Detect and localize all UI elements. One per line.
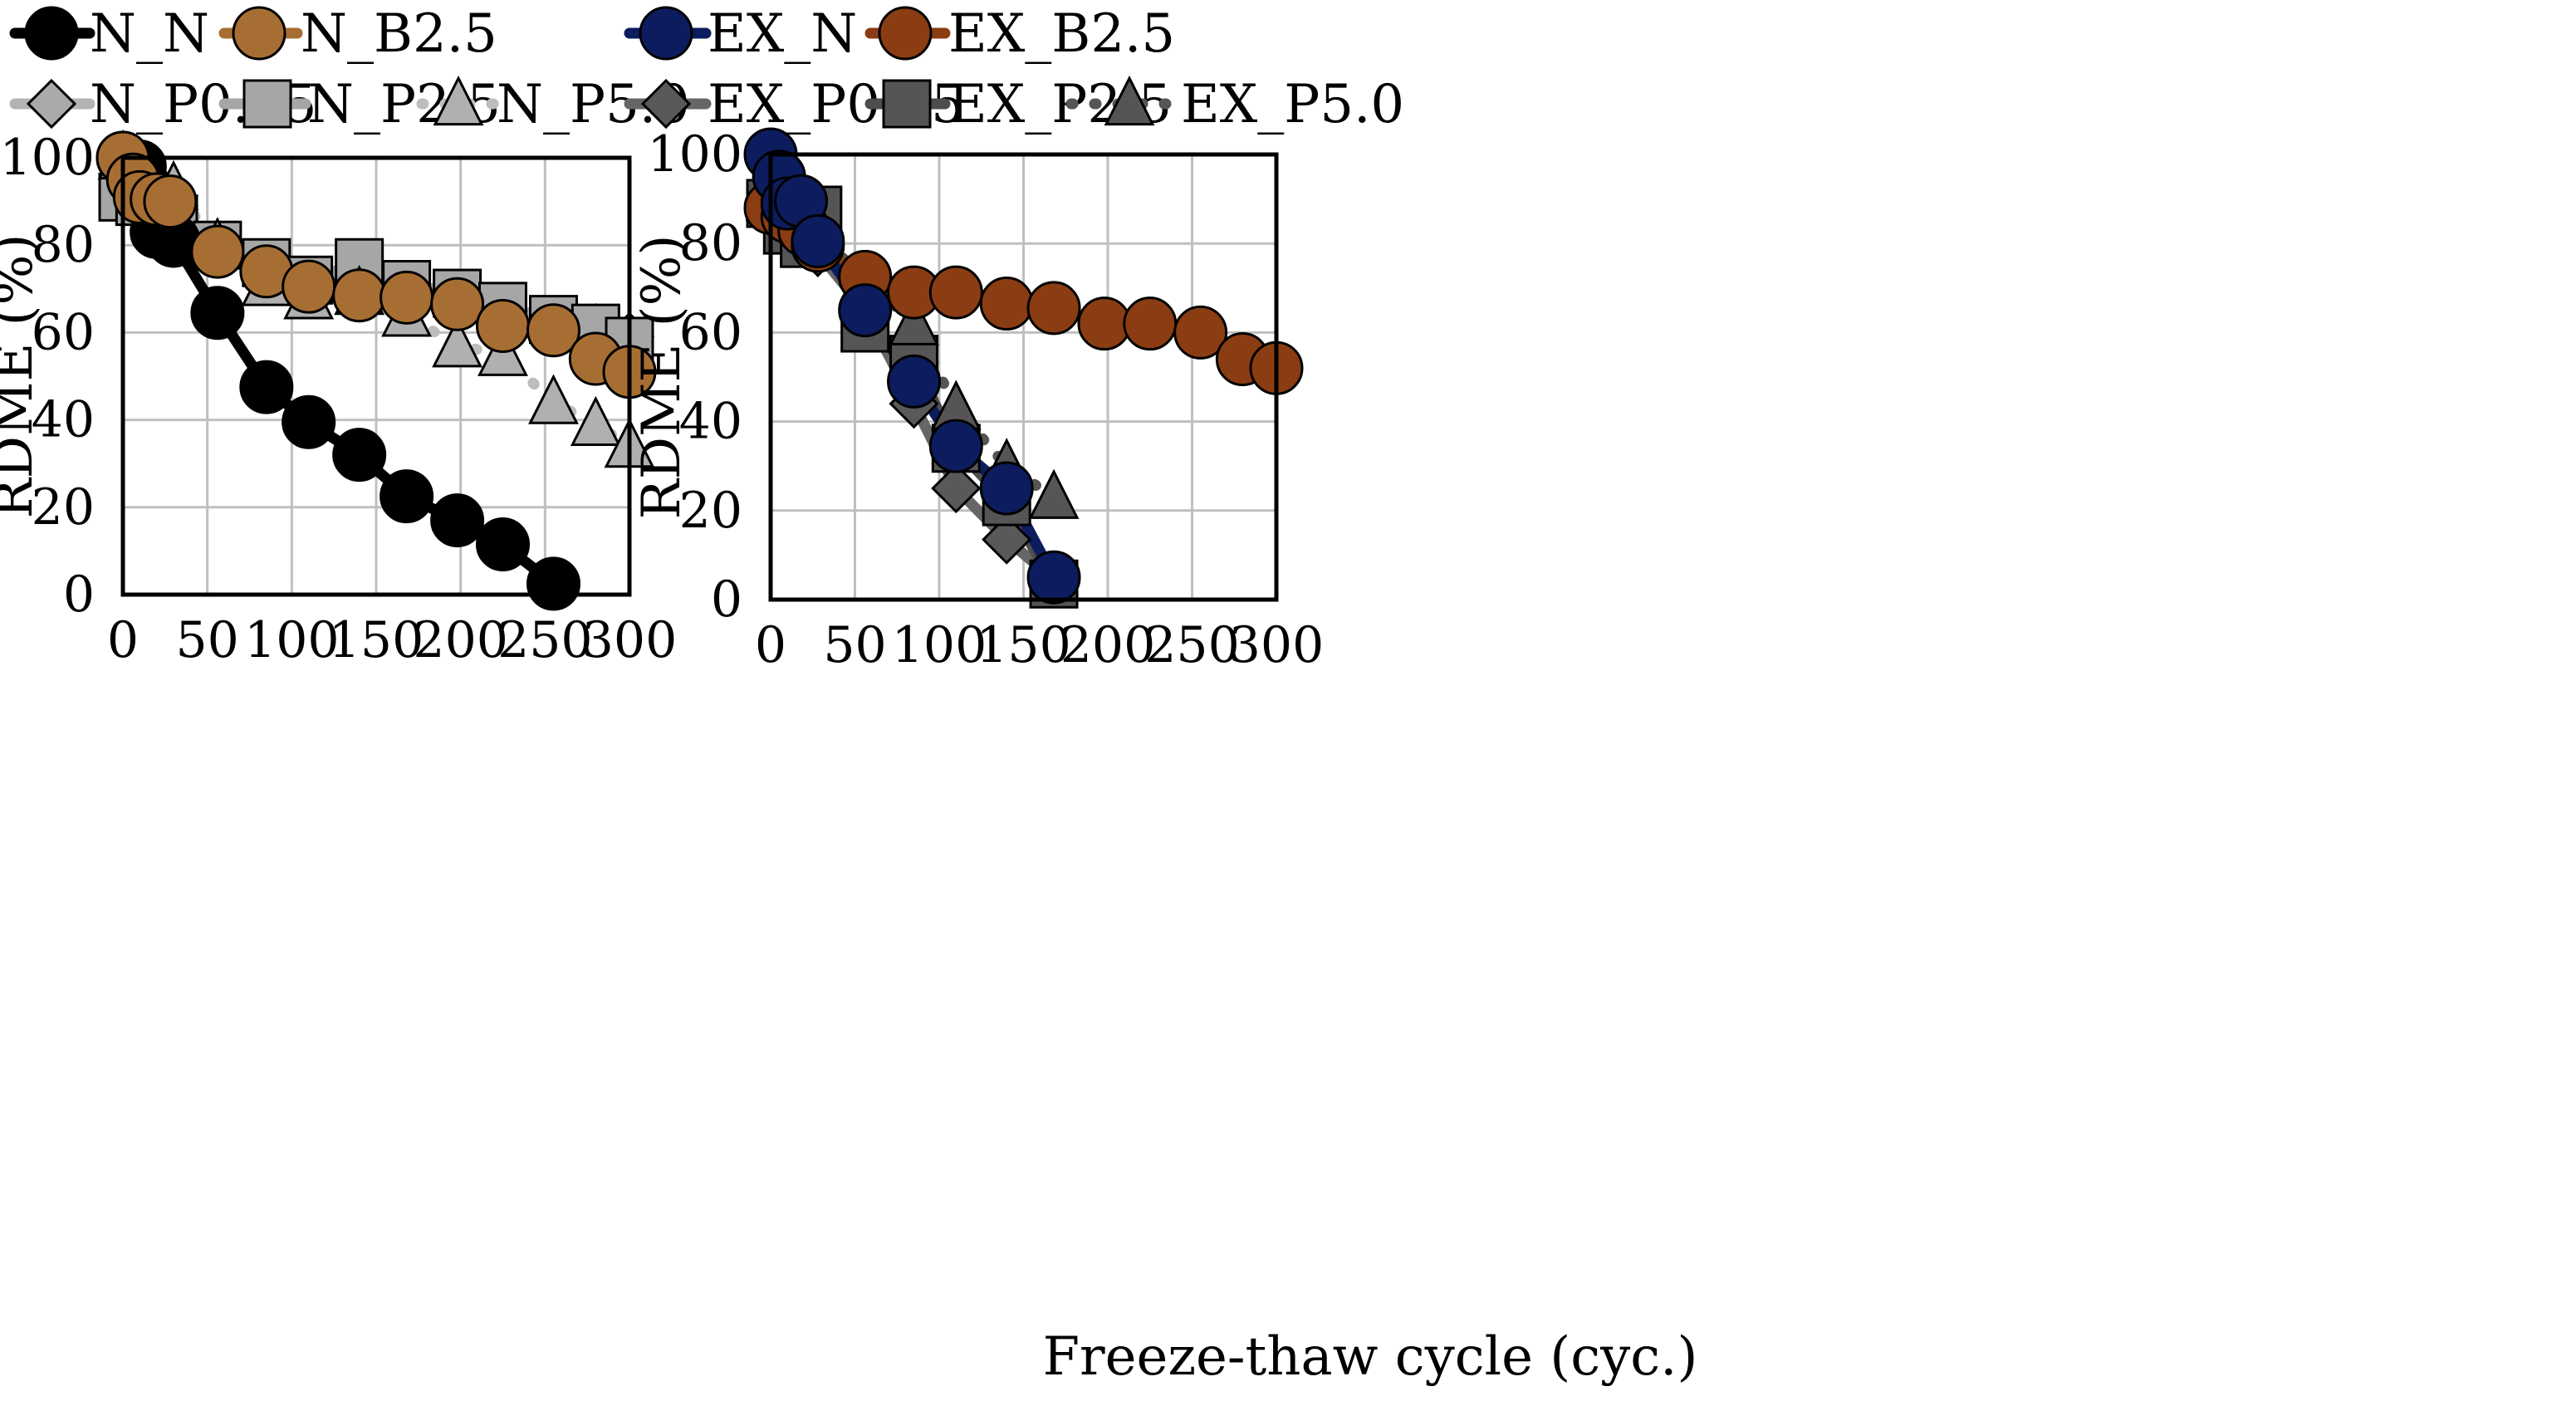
data-point-EX_B2.5-8 xyxy=(1026,281,1081,336)
legend-label-EX_N: EX_N xyxy=(708,3,857,65)
data-point-EX_B2.5-7 xyxy=(979,277,1034,331)
legend-marker-EX_P0.75 xyxy=(640,78,692,130)
y-tick-label-right-20: 20 xyxy=(679,482,742,540)
legend-item-N_N: N_N xyxy=(9,3,209,65)
legend-marker-EX_B2.5 xyxy=(878,6,933,61)
data-point-EX_B2.5-9 xyxy=(1077,296,1132,351)
y-tick-label-right-0: 0 xyxy=(711,571,742,629)
legend-item-EX_P5.0: EX_P5.0 xyxy=(1065,74,1404,135)
legend-marker-N_B2.5 xyxy=(232,6,286,61)
y-tick-label-left-60: 60 xyxy=(32,303,95,361)
x-tick-label-left-300: 300 xyxy=(582,611,678,669)
data-point-EX_P5.0-5 xyxy=(889,295,939,345)
y-tick-label-right-80: 80 xyxy=(679,214,742,272)
data-point-N_P5.0-11 xyxy=(528,374,579,424)
x-tick-label-left-0: 0 xyxy=(107,611,139,669)
data-point-EX_P5.0-8 xyxy=(1028,468,1080,519)
x-tick-label-right-100: 100 xyxy=(892,616,987,674)
legend-label-EX_P5.0: EX_P5.0 xyxy=(1181,74,1404,135)
legend-marker-N_P2.5 xyxy=(242,79,292,129)
legend-item-N_B2.5: N_B2.5 xyxy=(218,3,497,65)
data-point-N_N-8 xyxy=(380,469,434,524)
data-point-EX_P0.75-7 xyxy=(982,514,1032,565)
x-tick-label-right-200: 200 xyxy=(1060,616,1156,674)
x-tick-label-right-150: 150 xyxy=(976,616,1071,674)
x-tick-label-left-50: 50 xyxy=(175,611,238,669)
x-tick-label-left-100: 100 xyxy=(244,611,340,669)
data-point-N_B2.5-10 xyxy=(430,277,485,331)
data-point-N_P5.0-12 xyxy=(570,395,621,446)
data-point-N_N-4 xyxy=(190,286,245,340)
x-tick-label-left-150: 150 xyxy=(329,611,424,669)
data-point-N_N-11 xyxy=(526,556,580,611)
data-point-N_B2.5-9 xyxy=(380,270,434,325)
data-point-EX_N-7 xyxy=(928,419,983,473)
legend-marker-N_P0.75 xyxy=(26,78,77,130)
plot-frame-right xyxy=(768,152,1279,602)
data-point-EX_B2.5-6 xyxy=(928,265,983,320)
data-point-N_N-10 xyxy=(476,517,530,572)
x-tick-label-right-300: 300 xyxy=(1229,616,1325,674)
plot-frame-left xyxy=(120,155,632,597)
data-point-EX_N-8 xyxy=(979,461,1034,516)
data-point-N_N-5 xyxy=(239,360,294,414)
legend-marker-EX_P5.0 xyxy=(1104,75,1155,126)
y-tick-label-right-60: 60 xyxy=(679,303,742,361)
legend-marker-N_P5.0 xyxy=(433,75,484,126)
legend-label-N_N: N_N xyxy=(90,3,209,65)
legend-marker-EX_N xyxy=(639,6,693,61)
x-tick-label-right-50: 50 xyxy=(823,616,886,674)
legend-marker-EX_P2.5 xyxy=(882,79,932,129)
y-tick-label-right-40: 40 xyxy=(679,393,742,451)
data-point-EX_N-5 xyxy=(838,283,893,338)
legend-label-EX_B2.5: EX_B2.5 xyxy=(948,3,1175,65)
data-point-EX_B2.5-11 xyxy=(1173,305,1228,360)
legend-item-EX_B2.5: EX_B2.5 xyxy=(864,3,1175,65)
data-point-EX_B2.5-10 xyxy=(1123,296,1178,351)
data-point-N_N-6 xyxy=(282,394,336,449)
data-point-N_B2.5-4 xyxy=(143,174,198,229)
x-tick-label-right-0: 0 xyxy=(755,616,786,674)
legend-label-N_B2.5: N_B2.5 xyxy=(301,3,497,65)
y-axis-label-right: RDME (%) xyxy=(631,235,693,520)
x-tick-label-left-250: 250 xyxy=(497,611,593,669)
y-tick-label-left-100: 100 xyxy=(0,129,95,187)
x-tick-label-right-250: 250 xyxy=(1144,616,1240,674)
y-tick-label-left-0: 0 xyxy=(63,566,95,624)
data-point-N_B2.5-5 xyxy=(190,224,245,279)
legend: N_N N_B2.5 EX_N EX_B2.5N_P0.75N_P2.5N_P5.0 E… xyxy=(9,3,1404,135)
data-point-N_N-9 xyxy=(430,493,485,548)
legend-item-EX_N: EX_N xyxy=(624,3,857,65)
data-point-EX_N-9 xyxy=(1026,550,1081,605)
data-point-N_B2.5-11 xyxy=(476,299,530,354)
x-axis-label: Freeze-thaw cycle (cyc.) xyxy=(1043,1326,1698,1388)
y-tick-label-left-20: 20 xyxy=(32,478,95,536)
y-axis-label-left: RDME (%) xyxy=(0,234,45,519)
data-point-EX_N-4 xyxy=(791,214,845,269)
y-tick-label-right-100: 100 xyxy=(647,125,742,184)
data-point-N_B2.5-7 xyxy=(282,259,336,314)
data-point-N_B2.5-8 xyxy=(332,268,387,323)
x-tick-label-left-200: 200 xyxy=(413,611,508,669)
data-point-N_N-7 xyxy=(332,428,387,483)
data-point-N_B2.5-12 xyxy=(526,303,580,358)
data-point-N_P5.0-9 xyxy=(432,317,483,368)
data-point-EX_N-6 xyxy=(887,354,942,409)
y-tick-label-left-40: 40 xyxy=(32,391,95,449)
y-tick-label-left-80: 80 xyxy=(32,216,95,274)
data-point-EX_P0.75-6 xyxy=(931,463,982,514)
legend-marker-N_N xyxy=(24,6,79,61)
